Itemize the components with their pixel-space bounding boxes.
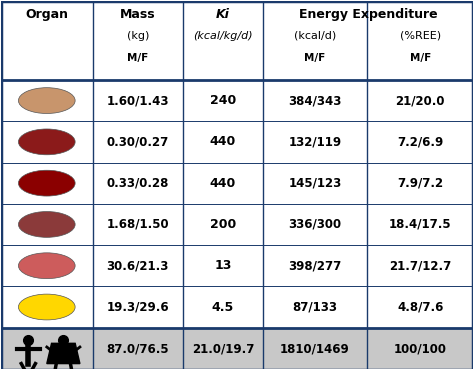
- Text: 240: 240: [210, 94, 236, 107]
- Text: 18.4/17.5: 18.4/17.5: [389, 218, 451, 231]
- Text: (kg): (kg): [127, 31, 149, 41]
- Bar: [0, 1, 474, 80]
- Bar: [0, 328, 474, 370]
- Text: 145/123: 145/123: [288, 176, 342, 190]
- Text: 440: 440: [210, 135, 236, 148]
- Ellipse shape: [18, 212, 75, 237]
- Text: 0.33/0.28: 0.33/0.28: [107, 176, 169, 190]
- Text: 87.0/76.5: 87.0/76.5: [107, 342, 169, 355]
- Text: 4.5: 4.5: [212, 300, 234, 313]
- Text: 21/20.0: 21/20.0: [395, 94, 445, 107]
- Text: 30.6/21.3: 30.6/21.3: [107, 259, 169, 272]
- Text: 1.60/1.43: 1.60/1.43: [107, 94, 169, 107]
- Text: 132/119: 132/119: [288, 135, 342, 148]
- Text: 384/343: 384/343: [288, 94, 342, 107]
- Ellipse shape: [18, 294, 75, 320]
- Text: Mass: Mass: [120, 8, 155, 21]
- Text: 7.2/6.9: 7.2/6.9: [397, 135, 443, 148]
- Text: (kcal/kg/d): (kcal/kg/d): [193, 31, 253, 41]
- Text: M/F: M/F: [410, 53, 431, 63]
- Text: 7.9/7.2: 7.9/7.2: [397, 176, 443, 190]
- Text: M/F: M/F: [304, 53, 326, 63]
- Bar: [0, 285, 474, 370]
- Text: Ki: Ki: [216, 8, 230, 21]
- Text: 100/100: 100/100: [393, 342, 447, 355]
- Text: 1.68/1.50: 1.68/1.50: [107, 218, 169, 231]
- Text: 336/300: 336/300: [288, 218, 342, 231]
- Text: 21.7/12.7: 21.7/12.7: [389, 259, 451, 272]
- Text: 13: 13: [214, 259, 231, 272]
- Ellipse shape: [18, 88, 75, 114]
- Text: 21.0/19.7: 21.0/19.7: [191, 342, 254, 355]
- Text: 0.30/0.27: 0.30/0.27: [107, 135, 169, 148]
- Text: 4.8/7.6: 4.8/7.6: [397, 300, 443, 313]
- Ellipse shape: [18, 170, 75, 196]
- Text: 440: 440: [210, 176, 236, 190]
- Text: 87/133: 87/133: [292, 300, 337, 313]
- Text: M/F: M/F: [127, 53, 148, 63]
- Text: 398/277: 398/277: [288, 259, 342, 272]
- Ellipse shape: [18, 253, 75, 279]
- Text: Organ: Organ: [25, 8, 68, 21]
- Text: 19.3/29.6: 19.3/29.6: [107, 300, 169, 313]
- Text: (kcal/d): (kcal/d): [294, 31, 336, 41]
- Text: (%REE): (%REE): [400, 31, 441, 41]
- Text: Energy Expenditure: Energy Expenditure: [299, 8, 438, 21]
- Text: 200: 200: [210, 218, 236, 231]
- Text: 1810/1469: 1810/1469: [280, 342, 350, 355]
- Ellipse shape: [18, 129, 75, 155]
- Polygon shape: [47, 343, 80, 364]
